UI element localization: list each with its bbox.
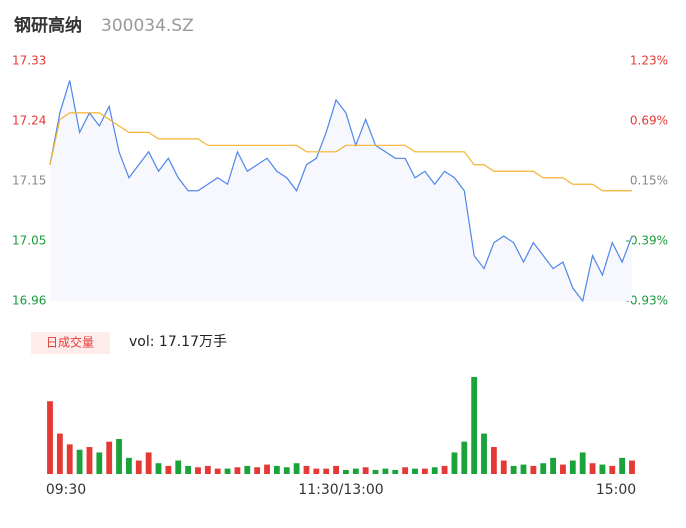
- volume-bar: [145, 452, 152, 474]
- volume-bar: [244, 465, 251, 474]
- volume-bar: [362, 467, 369, 474]
- stock-code: 300034.SZ: [101, 16, 194, 36]
- volume-bar: [47, 401, 53, 474]
- volume-bar: [569, 460, 576, 474]
- price-line: [49, 80, 633, 303]
- volume-legend: 日成交量: [46, 335, 94, 350]
- average-line: [49, 112, 632, 192]
- volume-bar: [234, 467, 241, 474]
- volume-bar: [333, 465, 339, 474]
- y2-tick-label: -0.93%: [626, 294, 668, 308]
- volume-bar: [126, 457, 132, 474]
- volume-bar: [214, 468, 221, 474]
- volume-bar: [471, 377, 478, 474]
- volume-bar: [175, 460, 182, 474]
- volume-bar: [313, 468, 320, 474]
- volume-bar: [135, 460, 142, 474]
- volume-bar: [490, 447, 497, 474]
- y2-tick-label: 1.23%: [630, 54, 668, 68]
- volume-bar: [96, 452, 103, 474]
- y-tick-label: 17.24: [12, 114, 46, 128]
- x-tick-label: 09:30: [46, 482, 86, 498]
- volume-bar: [273, 465, 280, 474]
- x-tick-label: 15:00: [596, 482, 636, 498]
- volume-bar: [56, 433, 63, 474]
- volume-bar: [451, 452, 458, 474]
- x-tick-label: 11:30/13:00: [298, 482, 383, 498]
- stock-name: 钢研高纳: [14, 15, 82, 36]
- volume-bar: [560, 464, 566, 474]
- volume-bar: [481, 433, 487, 474]
- volume-bar: [116, 438, 122, 474]
- volume-bar: [254, 467, 261, 474]
- volume-bar: [510, 465, 517, 474]
- volume-bar: [382, 468, 389, 474]
- y-tick-label: 17.33: [12, 54, 46, 68]
- volume-bar: [76, 449, 83, 474]
- volume-bar: [421, 468, 428, 474]
- volume-bar: [86, 447, 93, 474]
- volume-legend-bg: [31, 332, 110, 354]
- volume-bar: [185, 465, 192, 474]
- volume-bar: [530, 465, 537, 474]
- y-tick-label: 17.05: [12, 234, 46, 248]
- volume-bar: [579, 452, 586, 474]
- volume-label: vol: 17.17万手: [129, 334, 227, 350]
- volume-bar: [441, 465, 448, 474]
- price-area: [50, 80, 632, 301]
- volume-bar: [372, 469, 379, 474]
- y-tick-label: 16.96: [12, 294, 46, 308]
- volume-bar: [431, 467, 438, 474]
- volume-bar: [402, 467, 409, 474]
- y2-tick-label: 0.69%: [630, 114, 668, 128]
- y2-tick-label: 0.15%: [630, 174, 668, 188]
- volume-bar: [461, 441, 468, 474]
- volume-bar: [66, 444, 73, 474]
- y2-tick-label: -0.39%: [626, 234, 668, 248]
- volume-bar: [550, 457, 556, 474]
- volume-bar: [520, 464, 527, 474]
- volume-bar: [412, 468, 418, 474]
- volume-bar: [540, 463, 547, 474]
- y-tick-label: 17.15: [12, 174, 46, 188]
- volume-bar: [589, 463, 596, 474]
- volume-bar: [343, 469, 349, 474]
- volume-bar: [500, 460, 507, 474]
- volume-bar: [264, 464, 270, 474]
- volume-bar: [155, 463, 162, 474]
- volume-bar: [352, 468, 359, 474]
- volume-bar: [195, 467, 201, 474]
- volume-bar: [303, 465, 310, 474]
- volume-bar: [323, 468, 330, 474]
- volume-bar: [283, 467, 290, 474]
- volume-bar: [619, 457, 626, 474]
- volume-bar: [609, 465, 616, 474]
- volume-bar: [106, 441, 113, 474]
- volume-bar: [629, 460, 635, 474]
- volume-bar: [165, 465, 172, 474]
- volume-bar: [392, 469, 399, 474]
- volume-bar: [293, 463, 300, 474]
- volume-bar: [599, 464, 606, 474]
- volume-bar: [224, 468, 231, 474]
- volume-bar: [204, 465, 211, 474]
